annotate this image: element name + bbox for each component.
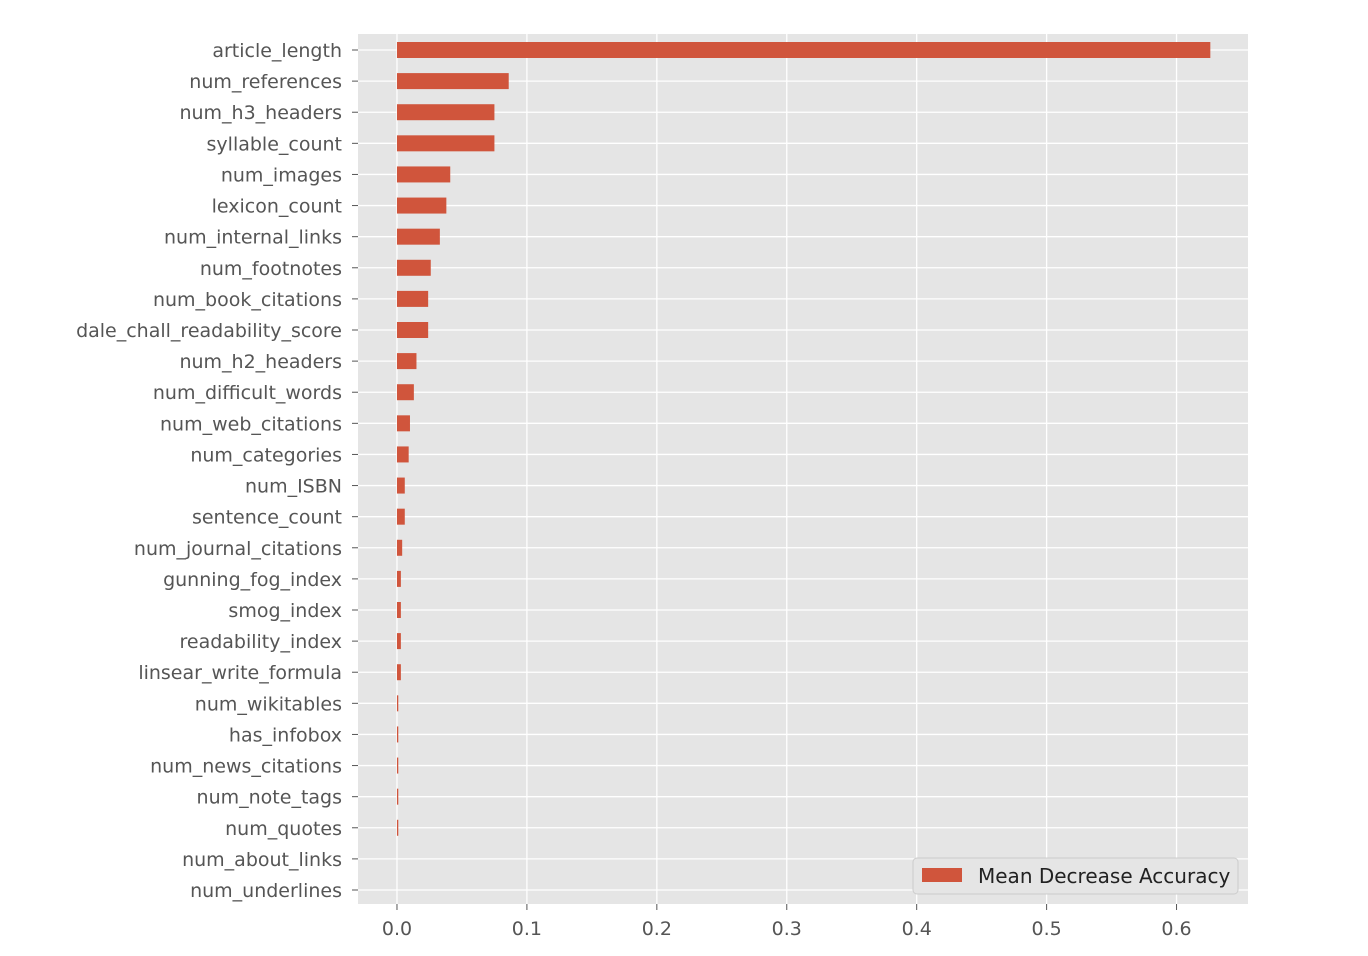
- y-tick-label: num_news_citations: [150, 756, 342, 778]
- y-tick-label: sentence_count: [192, 507, 342, 529]
- bar-num-journal-citations: [396, 539, 403, 556]
- bar-syllable-count: [396, 135, 495, 152]
- y-tick-label: lexicon_count: [212, 196, 342, 218]
- y-tick-label: num_internal_links: [164, 227, 342, 249]
- y-tick-label: num_book_citations: [153, 289, 342, 311]
- plot-area-background: [358, 34, 1248, 904]
- y-tick-label: syllable_count: [207, 133, 342, 155]
- bar-sentence-count: [396, 508, 405, 525]
- y-tick-label: smog_index: [228, 600, 342, 622]
- bar-readability-index: [396, 633, 401, 650]
- bar-num-references: [396, 73, 509, 90]
- legend-label: Mean Decrease Accuracy: [978, 864, 1230, 888]
- y-tick-label: article_length: [212, 40, 342, 62]
- y-tick-label: num_underlines: [190, 880, 342, 902]
- y-tick-label: num_categories: [190, 444, 342, 466]
- y-tick-label: num_h3_headers: [179, 102, 342, 124]
- bar-article-length: [396, 42, 1211, 58]
- y-tick-label: num_web_citations: [160, 413, 342, 435]
- legend: Mean Decrease Accuracy: [912, 857, 1239, 895]
- x-tick-label: 0.5: [1032, 918, 1062, 940]
- y-tick-label: readability_index: [179, 631, 342, 653]
- bar-lexicon-count: [396, 197, 447, 214]
- legend-swatch: [922, 868, 962, 882]
- bars: [396, 42, 1211, 836]
- bar-dale-chall-readability-score: [396, 322, 429, 338]
- y-tick-marks: [352, 49, 358, 891]
- bar-num-footnotes: [396, 259, 431, 276]
- y-tick-label: gunning_fog_index: [163, 569, 342, 591]
- bar-num-quotes: [396, 819, 399, 836]
- bar-num-note-tags: [396, 788, 399, 805]
- y-tick-labels: article_length num_references num_h3_heade…: [76, 40, 342, 902]
- y-tick-label: num_ISBN: [245, 476, 342, 498]
- x-tick-label: 0.6: [1161, 918, 1191, 940]
- bar-num-ISBN: [396, 477, 405, 494]
- y-tick-label: num_h2_headers: [179, 351, 342, 373]
- bar-gunning-fog-index: [396, 570, 401, 587]
- y-tick-label: num_images: [221, 164, 342, 186]
- x-tick-marks: [396, 904, 1178, 910]
- y-tick-label: num_footnotes: [200, 258, 342, 280]
- bar-num-news-citations: [396, 757, 399, 774]
- bar-num-web-citations: [396, 415, 410, 432]
- bar-num-images: [396, 166, 451, 183]
- x-tick-label: 0.3: [772, 918, 802, 940]
- bar-linsear-write-formula: [396, 664, 401, 681]
- bar-num-categories: [396, 446, 409, 463]
- y-tick-label: linsear_write_formula: [138, 662, 342, 684]
- y-tick-label: num_about_links: [182, 849, 342, 871]
- y-tick-label: num_difficult_words: [153, 382, 342, 404]
- x-tick-label: 0.4: [902, 918, 932, 940]
- legend-box: [912, 857, 1239, 895]
- y-tick-label: num_references: [189, 71, 342, 93]
- x-tick-label: 0.0: [382, 918, 412, 940]
- y-tick-label: dale_chall_readability_score: [76, 320, 342, 342]
- bar-num-wikitables: [396, 695, 399, 712]
- y-tick-label: num_journal_citations: [134, 538, 342, 560]
- y-tick-label: num_note_tags: [197, 787, 342, 809]
- bar-num-difficult-words: [396, 384, 414, 401]
- y-tick-label: has_infobox: [229, 724, 342, 746]
- x-tick-label: 0.1: [512, 918, 542, 940]
- bar-num-h3-headers: [396, 104, 495, 121]
- x-tick-label: 0.2: [642, 918, 672, 940]
- bar-num-internal-links: [396, 228, 440, 245]
- bar-num-h2-headers: [396, 353, 417, 370]
- bar-smog-index: [396, 602, 401, 618]
- x-tick-labels: 0.0 0.1 0.2 0.3 0.4 0.5 0.6: [382, 918, 1192, 940]
- y-tick-label: num_quotes: [225, 818, 342, 840]
- bar-num-book-citations: [396, 290, 429, 307]
- bar-has-infobox: [396, 726, 399, 743]
- y-tick-label: num_wikitables: [195, 693, 342, 715]
